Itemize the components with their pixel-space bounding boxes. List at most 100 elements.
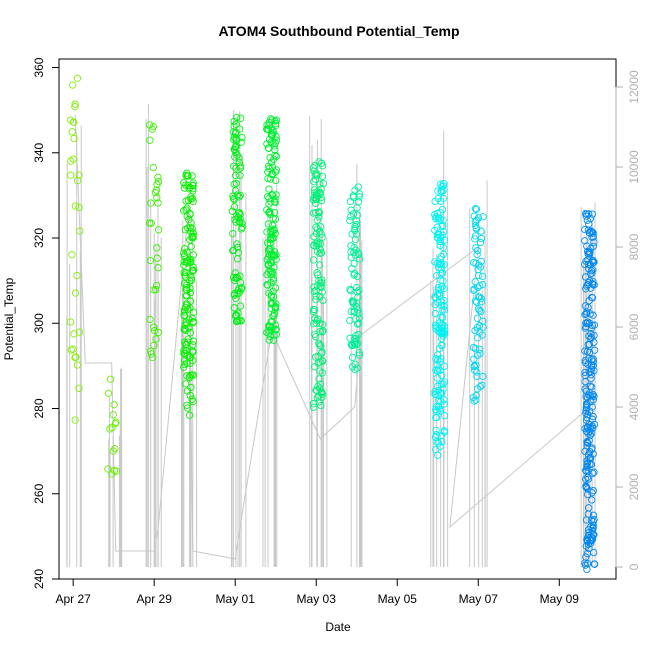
data-point — [585, 210, 593, 218]
data-point — [347, 212, 355, 221]
data-point — [355, 349, 363, 357]
data-point — [188, 234, 196, 242]
data-point — [112, 418, 120, 426]
data-point — [106, 375, 115, 383]
data-point — [312, 295, 320, 304]
data-point — [104, 465, 112, 473]
data-point — [438, 269, 447, 277]
data-point — [266, 154, 274, 162]
data-point — [351, 225, 359, 233]
x-tick-label: May 07 — [459, 592, 499, 606]
data-point — [437, 431, 446, 440]
y-right-tick-label: 8000 — [627, 233, 641, 260]
data-point — [265, 121, 273, 129]
data-point — [229, 128, 237, 136]
data-point — [439, 243, 447, 252]
data-point — [588, 496, 596, 504]
data-point — [146, 136, 154, 144]
data-point — [310, 177, 318, 186]
data-point — [147, 219, 155, 227]
data-point — [439, 216, 447, 224]
data-point — [433, 351, 442, 359]
data-point — [153, 244, 161, 252]
y-axis-label: Potential_Temp — [2, 277, 16, 360]
data-point — [348, 265, 356, 273]
data-point — [108, 423, 116, 432]
data-point — [67, 157, 75, 165]
data-point — [69, 81, 77, 89]
data-point — [267, 291, 275, 299]
data-point — [189, 181, 197, 190]
data-point — [588, 489, 596, 497]
data-point — [440, 236, 449, 244]
data-point — [582, 322, 590, 331]
y-axis: 240 260 280 300 320 340 360 — [32, 57, 60, 589]
data-point — [588, 422, 596, 430]
data-point — [272, 132, 280, 141]
data-point — [354, 183, 362, 191]
data-point — [180, 179, 188, 187]
data-point — [477, 234, 486, 243]
data-point — [316, 180, 324, 188]
data-point — [311, 363, 319, 371]
data-point — [271, 197, 279, 206]
data-point — [71, 353, 79, 362]
data-point — [272, 166, 281, 174]
x-tick-label: May 05 — [378, 592, 418, 606]
data-point — [267, 299, 275, 307]
data-point — [434, 439, 443, 447]
data-point — [473, 314, 482, 322]
data-point — [346, 334, 354, 342]
data-point — [237, 138, 245, 146]
data-point — [230, 117, 238, 126]
data-point — [319, 320, 327, 329]
data-point — [583, 485, 592, 493]
data-point — [435, 319, 444, 327]
data-point — [269, 269, 277, 278]
data-point — [235, 193, 243, 201]
data-point — [266, 234, 275, 242]
data-point — [109, 447, 117, 455]
data-point — [310, 256, 318, 264]
data-point — [265, 164, 273, 173]
data-point — [75, 203, 83, 212]
data-point — [264, 268, 273, 276]
data-point — [315, 261, 324, 269]
data-point — [232, 135, 240, 143]
data-point — [581, 385, 589, 393]
data-point — [477, 294, 485, 303]
data-point — [67, 171, 75, 179]
data-point — [472, 391, 480, 400]
data-point — [112, 467, 121, 475]
data-point — [351, 235, 360, 244]
data-point — [315, 375, 323, 383]
data-point — [588, 383, 596, 391]
data-point — [432, 426, 440, 434]
data-point — [186, 329, 195, 337]
data-point — [264, 260, 273, 268]
data-point — [264, 260, 272, 269]
data-point — [272, 116, 281, 124]
data-point — [263, 228, 271, 236]
data-point — [229, 194, 238, 203]
data-point — [433, 230, 442, 239]
data-point — [584, 341, 592, 349]
data-point — [581, 359, 590, 367]
data-point — [583, 565, 591, 574]
data-point — [435, 216, 443, 224]
data-point — [109, 411, 117, 419]
data-point — [75, 171, 83, 179]
data-point — [587, 330, 595, 338]
data-point — [588, 269, 596, 277]
data-point — [437, 265, 445, 273]
y-tick-label: 360 — [32, 57, 46, 77]
data-point — [479, 323, 487, 331]
data-point — [269, 214, 277, 222]
data-point — [268, 191, 276, 199]
data-point — [585, 504, 593, 512]
data-point — [472, 361, 480, 370]
data-point — [581, 347, 589, 355]
data-point — [154, 328, 162, 337]
data-point — [346, 316, 354, 325]
data-point — [152, 186, 161, 194]
